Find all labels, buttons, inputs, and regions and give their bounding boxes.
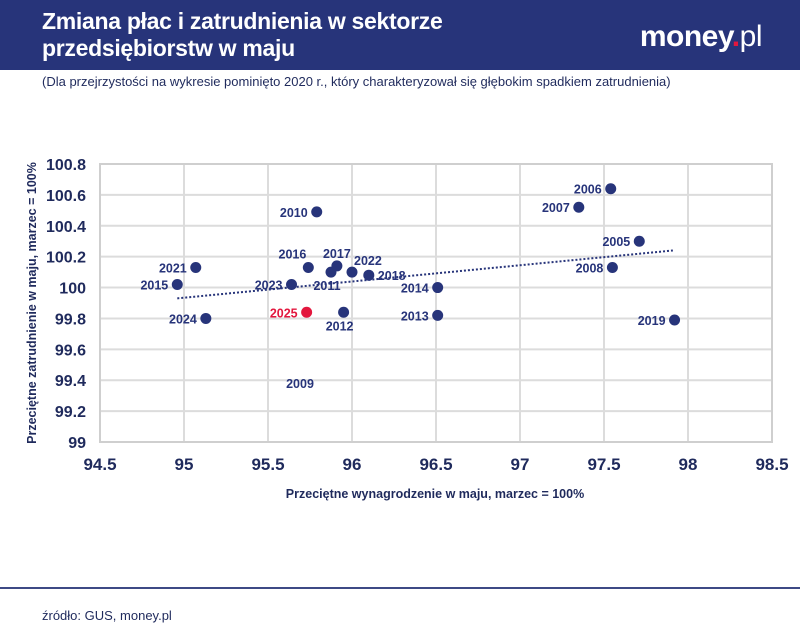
data-label-2012: 2012	[326, 319, 354, 333]
data-point-2005	[633, 235, 645, 247]
source-note: źródło: GUS, money.pl	[42, 608, 172, 623]
data-label-2006: 2006	[574, 183, 602, 197]
chart-subtitle: (Dla przejrzystości na wykresie pominięt…	[42, 74, 671, 89]
data-label-2016: 2016	[279, 247, 307, 261]
data-label-2019: 2019	[638, 314, 666, 328]
data-label-2024: 2024	[169, 312, 197, 326]
x-tick-label: 96	[343, 455, 362, 474]
y-tick-label: 99.8	[55, 311, 86, 328]
y-tick-label: 100.6	[46, 188, 86, 205]
data-point-2025	[301, 306, 313, 318]
data-label-2018: 2018	[378, 269, 406, 283]
data-label-2023: 2023	[255, 278, 283, 292]
data-label-2013: 2013	[401, 309, 429, 323]
plot-border	[99, 163, 773, 443]
data-label-2011: 2011	[313, 279, 340, 293]
data-point-2018	[363, 269, 375, 281]
data-label-2014: 2014	[401, 282, 429, 296]
data-point-2007	[573, 201, 585, 213]
x-axis-label: Przeciętne wynagrodzenie w maju, marzec …	[286, 487, 584, 501]
x-tick-label: 95.5	[251, 455, 284, 474]
data-point-2019	[669, 314, 681, 326]
data-point-2012	[338, 306, 350, 318]
data-label-2009: 2009	[286, 377, 314, 391]
data-label-2005: 2005	[602, 235, 630, 249]
y-tick-label: 99.2	[55, 404, 86, 421]
header-banner	[0, 0, 800, 70]
y-tick-label: 100	[59, 281, 86, 298]
money-pl-logo: money.pl	[639, 20, 763, 53]
y-axis-label: Przeciętne zatrudnienie w maju, marzec =…	[25, 162, 39, 444]
x-tick-label: 97.5	[587, 455, 620, 474]
x-tick-label: 97	[511, 455, 530, 474]
y-tick-label: 100.8	[46, 157, 86, 174]
data-label-2021: 2021	[159, 261, 187, 275]
data-point-2015	[171, 278, 183, 290]
data-point-2008	[606, 261, 618, 273]
data-point-2013	[432, 309, 444, 321]
data-label-2017: 2017	[323, 247, 351, 261]
data-point-2016	[302, 261, 314, 273]
data-point-2023	[286, 278, 298, 290]
data-point-2017	[331, 260, 343, 272]
footer-divider	[0, 587, 800, 589]
y-tick-label: 100.2	[46, 250, 86, 267]
chart-title: Zmiana płac i zatrudnienia w sektorze pr…	[42, 8, 443, 61]
x-tick-label: 96.5	[419, 455, 452, 474]
data-label-2015: 2015	[140, 278, 168, 292]
data-point-2022	[346, 266, 358, 278]
data-point-2014	[432, 282, 444, 294]
x-tick-label: 94.5	[83, 455, 116, 474]
data-label-2022: 2022	[354, 254, 382, 268]
data-label-2007: 2007	[542, 201, 570, 215]
y-tick-label: 99	[68, 435, 86, 452]
data-point-2021	[190, 261, 202, 273]
data-label-2025: 2025	[270, 306, 298, 320]
data-label-2008: 2008	[576, 261, 604, 275]
y-tick-label: 100.4	[46, 219, 86, 236]
data-point-2010	[311, 206, 323, 218]
x-tick-label: 98	[679, 455, 698, 474]
y-tick-label: 99.4	[55, 373, 86, 390]
x-tick-label: 98.5	[755, 455, 788, 474]
trendline	[177, 249, 673, 300]
data-point-2006	[605, 183, 617, 195]
data-label-2010: 2010	[280, 206, 308, 220]
y-tick-label: 99.6	[55, 342, 86, 359]
x-tick-label: 95	[175, 455, 194, 474]
data-point-2024	[200, 312, 212, 324]
